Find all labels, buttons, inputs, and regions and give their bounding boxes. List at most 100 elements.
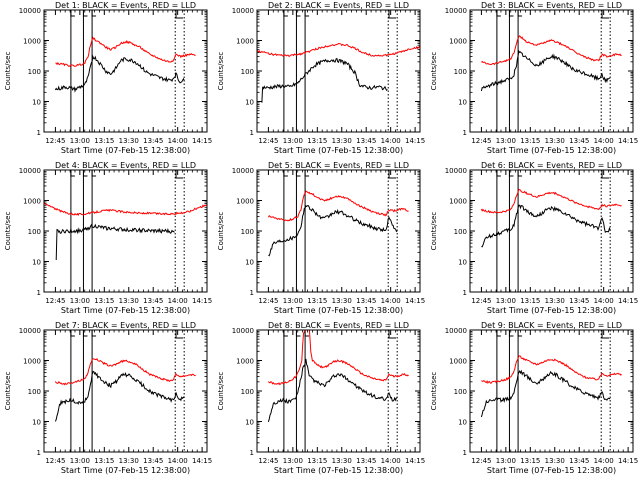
x-axis-label: Start Time (07-Feb-15 12:38:00): [274, 146, 403, 155]
x-tick-label: 13:00: [283, 297, 303, 305]
y-tick-label: 1: [463, 129, 467, 137]
x-tick-label: 12:45: [258, 297, 278, 305]
x-tick-label: 13:45: [356, 457, 376, 465]
lld-series-line: [481, 355, 622, 385]
plot-frame: [256, 9, 421, 133]
x-tick-label: 14:15: [618, 137, 638, 145]
y-tick-label: 100: [454, 228, 467, 236]
x-tick-label: 12:45: [471, 297, 491, 305]
x-axis-label: Start Time (07-Feb-15 12:38:00): [61, 306, 190, 315]
y-tick-label: 100: [454, 68, 467, 76]
x-tick-label: 14:15: [192, 457, 212, 465]
lld-series-line: [54, 358, 196, 386]
y-tick-label: 10000: [445, 167, 467, 175]
events-series-line: [54, 370, 185, 422]
x-axis-label: Start Time (07-Feb-15 12:38:00): [61, 146, 190, 155]
y-axis-label: Counts/sec: [4, 212, 12, 251]
y-tick-label: 100: [28, 68, 41, 76]
lld-series-line: [481, 35, 622, 66]
x-tick-label: 14:00: [168, 137, 188, 145]
bracket-marker: [601, 170, 610, 179]
x-tick-label: 13:45: [143, 457, 163, 465]
x-tick-label: 13:30: [119, 137, 139, 145]
plot-frame: [256, 329, 421, 453]
time-marker-flag: [295, 10, 301, 17]
y-axis-label: Counts/sec: [4, 52, 12, 91]
x-tick-label: 13:45: [143, 137, 163, 145]
y-tick-label: 1: [37, 449, 41, 457]
x-tick-label: 12:45: [45, 297, 65, 305]
x-tick-label: 13:30: [119, 297, 139, 305]
y-tick-label: 10000: [19, 7, 41, 15]
y-tick-label: 1000: [449, 198, 467, 206]
y-tick-label: 10000: [19, 327, 41, 335]
x-tick-label: 13:00: [70, 297, 90, 305]
time-marker-flag: [496, 330, 501, 337]
y-tick-label: 1000: [449, 358, 467, 366]
time-marker-flag: [496, 10, 501, 17]
bracket-marker: [388, 10, 397, 19]
y-tick-label: 10000: [19, 167, 41, 175]
x-tick-label: 13:15: [94, 457, 114, 465]
events-series-line: [268, 205, 398, 257]
chart-title: Det 5: BLACK = Events, RED = LLD: [268, 161, 409, 170]
y-tick-label: 10: [32, 419, 41, 427]
y-tick-label: 10: [458, 99, 467, 107]
y-tick-label: 1: [250, 449, 254, 457]
x-axis-label: Start Time (07-Feb-15 12:38:00): [274, 306, 403, 315]
time-marker-flag: [304, 170, 310, 177]
x-tick-label: 14:15: [618, 457, 638, 465]
chart-title: Det 4: BLACK = Events, RED = LLD: [55, 161, 196, 170]
y-tick-label: 10: [458, 419, 467, 427]
bracket-marker: [388, 330, 397, 339]
chart-title: Det 3: BLACK = Events, RED = LLD: [481, 1, 622, 10]
x-tick-label: 12:45: [471, 137, 491, 145]
x-tick-label: 14:00: [594, 297, 614, 305]
y-tick-label: 1: [37, 129, 41, 137]
chart-title: Det 2: BLACK = Events, RED = LLD: [268, 1, 409, 10]
y-tick-label: 10000: [232, 7, 254, 15]
x-tick-label: 14:15: [405, 137, 425, 145]
y-tick-label: 1: [463, 289, 467, 297]
x-tick-label: 13:15: [520, 137, 540, 145]
x-tick-label: 13:30: [545, 137, 565, 145]
x-tick-label: 13:15: [307, 457, 327, 465]
x-axis-label: Start Time (07-Feb-15 12:38:00): [61, 466, 190, 475]
lld-series-line: [55, 36, 196, 68]
lld-series-line: [44, 202, 207, 217]
time-marker-flag: [283, 330, 288, 337]
y-tick-label: 10000: [232, 327, 254, 335]
x-tick-label: 14:00: [168, 457, 188, 465]
time-marker-flag: [496, 170, 501, 177]
x-tick-label: 12:45: [45, 457, 65, 465]
y-tick-label: 10: [458, 259, 467, 267]
y-tick-label: 10: [245, 259, 254, 267]
x-tick-label: 13:30: [332, 137, 352, 145]
x-tick-label: 13:00: [496, 457, 516, 465]
events-series-line: [54, 54, 185, 93]
time-marker-flag: [82, 10, 88, 17]
x-axis-label: Start Time (07-Feb-15 12:38:00): [487, 146, 616, 155]
time-marker-flag: [508, 170, 514, 177]
y-tick-label: 10: [32, 259, 41, 267]
time-marker-flag: [304, 10, 310, 17]
y-tick-label: 10: [245, 99, 254, 107]
time-marker-flag: [508, 330, 514, 337]
bracket-marker: [388, 170, 397, 179]
x-tick-label: 13:45: [569, 297, 589, 305]
time-marker-flag: [91, 330, 97, 337]
time-marker-flag: [304, 330, 310, 337]
bracket-marker: [175, 330, 184, 339]
x-axis-label: Start Time (07-Feb-15 12:38:00): [487, 306, 616, 315]
y-tick-label: 1: [250, 289, 254, 297]
y-tick-label: 100: [241, 228, 254, 236]
y-axis-label: Counts/sec: [4, 372, 12, 411]
x-tick-label: 13:45: [356, 137, 376, 145]
plot-frame: [43, 329, 208, 453]
x-tick-label: 13:45: [143, 297, 163, 305]
x-tick-label: 14:15: [405, 297, 425, 305]
chart-title: Det 1: BLACK = Events, RED = LLD: [55, 1, 196, 10]
x-axis-label: Start Time (07-Feb-15 12:38:00): [274, 466, 403, 475]
y-axis-label: Counts/sec: [217, 212, 225, 251]
plot-frame: [43, 9, 208, 133]
